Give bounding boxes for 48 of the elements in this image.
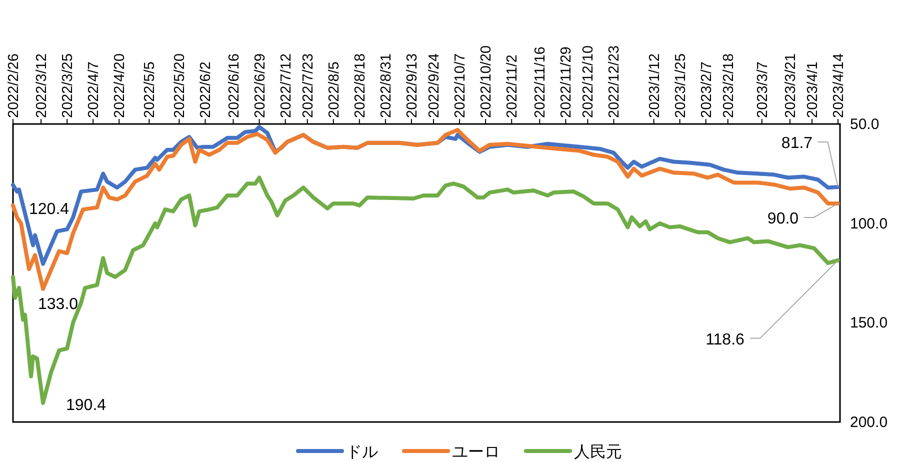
legend-label: 人民元 [574,444,622,461]
x-tick-label: 2023/3/7 [754,62,771,118]
x-tick-label: 2023/1/25 [672,53,689,118]
x-tick-label: 2022/4/7 [86,62,102,118]
x-tick-label: 2023/3/21 [782,53,799,118]
x-tick-label: 2022/8/5 [326,62,342,118]
x-tick-label: 2022/12/10 [580,45,597,118]
x-tick-label: 2022/9/24 [426,53,443,118]
y-tick-label: 50.0 [850,116,880,133]
annotation: 190.4 [66,396,106,414]
x-tick-label: 2023/2/18 [720,53,737,118]
annotation: 90.0 [767,202,838,228]
x-tick-label: 2022/9/13 [404,53,420,118]
y-tick-label: 150.0 [850,314,888,332]
annotation: 81.7 [781,134,838,188]
x-tick-label: 2022/11/2 [504,54,521,118]
annotation: 133.0 [38,296,78,313]
x-tick-label: 2022/11/29 [558,46,575,118]
legend-label: ドル [346,444,378,461]
x-tick-label: 2022/6/16 [226,53,242,118]
y-tick-label: 200.0 [850,414,888,431]
x-tick-label: 2022/8/18 [352,53,368,118]
x-tick-label: 2022/5/5 [142,62,158,118]
annotation: 120.4 [29,200,70,218]
x-tick-label: 2022/11/16 [532,46,549,118]
x-tick-label: 2022/3/12 [34,53,50,118]
x-tick-label: 2022/10/7 [452,53,469,118]
x-tick-label: 2023/4/14 [831,53,847,118]
x-tick-label: 2022/6/29 [252,53,268,118]
x-tick-label: 2022/3/25 [60,53,76,118]
annotation: 118.6 [706,260,838,348]
x-tick-label: 2022/8/31 [378,53,394,118]
x-tick-label: 2022/5/20 [172,53,188,118]
x-tick-label: 2022/6/2 [198,62,214,118]
x-tick-label: 2022/12/23 [606,45,623,118]
y-tick-label: 100.0 [850,215,888,232]
legend-label: ユーロ [452,444,500,461]
x-tick-label: 2022/7/12 [278,53,294,118]
annotation: 81.7 [781,134,813,152]
x-tick-label: 2023/2/7 [698,62,715,118]
x-tick-label: 2022/4/20 [112,53,128,118]
x-tick-label: 2023/1/12 [646,53,663,118]
x-tick-label: 2022/10/20 [478,45,495,118]
annotation: 90.0 [767,210,799,228]
x-tick-label: 2023/4/1 [804,62,821,118]
x-tick-label: 2022/2/26 [6,53,22,118]
x-tick-label: 2022/7/23 [300,53,316,118]
annotation: 118.6 [706,331,745,348]
